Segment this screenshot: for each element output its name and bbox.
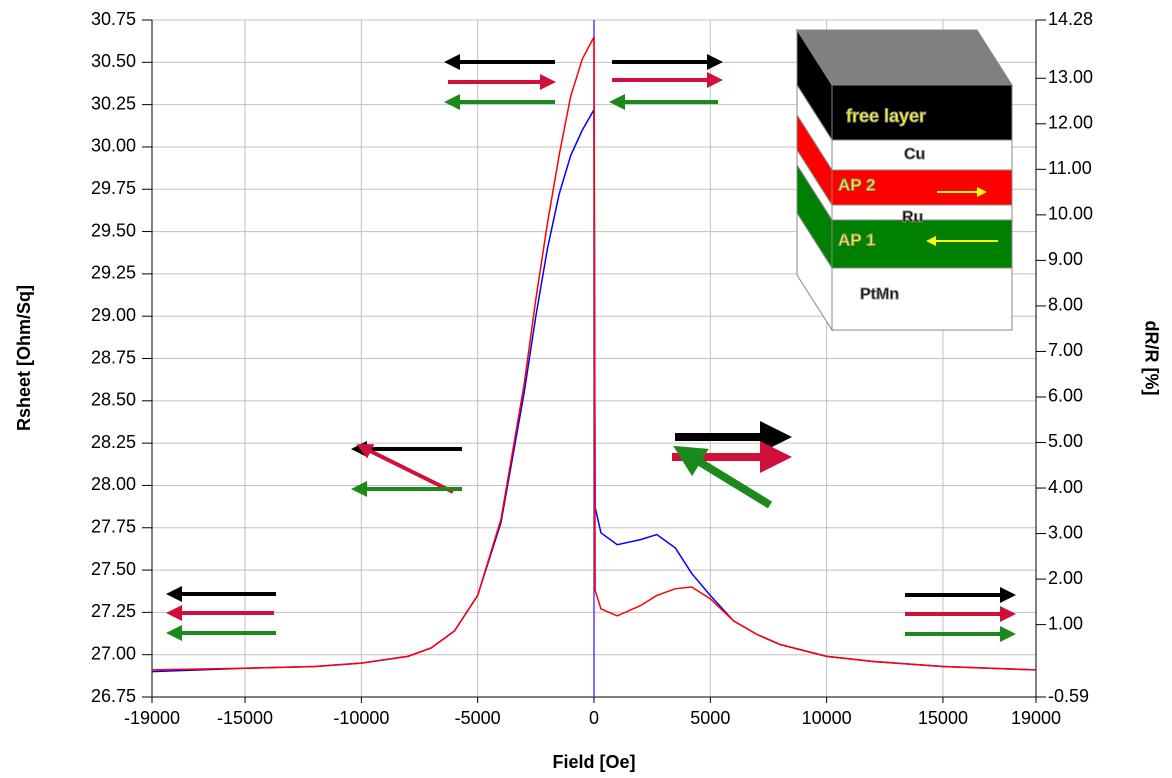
y-tick-label: 29.00 (91, 305, 136, 325)
y2-tick-label: 14.28 (1048, 9, 1093, 29)
x-tick-label: -15000 (217, 708, 273, 728)
y2-tick-label: 6.00 (1048, 386, 1083, 406)
y-tick-label: 30.75 (91, 9, 136, 29)
y2-tick-label: 4.00 (1048, 477, 1083, 497)
y2-tick-label: 12.00 (1048, 113, 1093, 133)
annotation: AP 1 (838, 230, 876, 249)
y-tick-label: 28.50 (91, 390, 136, 410)
y-tick-label: 26.75 (91, 686, 136, 706)
y2-tick-label: 1.00 (1048, 613, 1083, 633)
x-tick-label: -5000 (455, 708, 501, 728)
y-tick-label: 27.75 (91, 517, 136, 537)
y-tick-label: 27.00 (91, 643, 136, 663)
y2-tick-label: 9.00 (1048, 249, 1083, 269)
y-tick-label: 30.50 (91, 51, 136, 71)
y-tick-label: 28.00 (91, 474, 136, 494)
x-tick-label: 19000 (1011, 708, 1061, 728)
x-tick-label: -10000 (333, 708, 389, 728)
y-tick-label: 28.75 (91, 347, 136, 367)
grid: 26.75 27.00 27.25 27.50 27.75 28.00 28.25 28.50… (91, 9, 1093, 728)
y-tick-label: 28.25 (91, 432, 136, 452)
y-axis-label: Rsheet [Ohm/Sq] (14, 285, 34, 431)
annotation: Cu (904, 146, 925, 163)
y-tick-label: 27.25 (91, 601, 136, 621)
plot (151, 36, 1037, 673)
y2-tick-label: 10.00 (1048, 204, 1093, 224)
layer-stack-inset: free layer Cu AP 2 Ru AP 1 PtMn (796, 28, 1013, 332)
annotation: PtMn (860, 286, 899, 303)
y-tick-label: 29.25 (91, 263, 136, 283)
annotation: Ru (902, 209, 923, 226)
x-tick-label: -19000 (124, 708, 180, 728)
y2-tick-label: 8.00 (1048, 295, 1083, 315)
x-tick-label: 0 (589, 708, 599, 728)
y2-axis-label: dR/R [%] (1141, 321, 1161, 396)
y-tick-label: 30.00 (91, 136, 136, 156)
x-axis-label: Field [Oe] (552, 752, 635, 772)
magnetization-arrows (166, 54, 1016, 642)
y2-tick-label: 2.00 (1048, 568, 1083, 588)
y-tick-label: 29.50 (91, 220, 136, 240)
x-tick-label: 15000 (918, 708, 968, 728)
annotation: free layer (846, 106, 926, 126)
y2-tick-label: 5.00 (1048, 431, 1083, 451)
y-tick-label: 30.25 (91, 93, 136, 113)
series-line (151, 36, 1037, 671)
y-tick-label: 29.75 (91, 178, 136, 198)
y2-tick-label: 3.00 (1048, 522, 1083, 542)
y2-tick-label: 13.00 (1048, 67, 1093, 87)
y2-tick-label: -0.59 (1048, 686, 1089, 706)
y2-tick-label: 11.00 (1048, 158, 1092, 178)
annotation: AP 2 (838, 175, 876, 194)
y2-tick-label: 7.00 (1048, 340, 1083, 360)
x-tick-label: 5000 (690, 708, 730, 728)
y-tick-label: 27.50 (91, 559, 136, 579)
x-tick-label: 10000 (802, 708, 852, 728)
